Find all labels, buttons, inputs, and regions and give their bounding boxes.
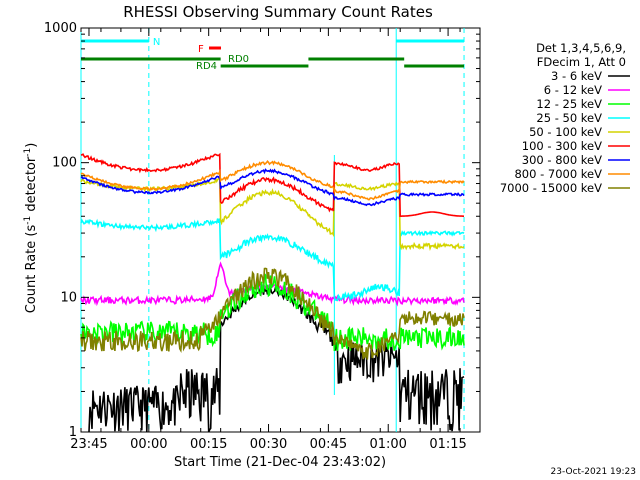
series-line xyxy=(80,267,465,360)
legend-label: 25 - 50 keV xyxy=(536,111,602,125)
series-line xyxy=(80,168,465,207)
x-axis-label: Start Time (21-Dec-04 23:43:02) xyxy=(174,455,386,470)
legend-label: 12 - 25 keV xyxy=(536,97,602,111)
x-tick-label: 00:00 xyxy=(130,437,167,452)
legend-label: 50 - 100 keV xyxy=(529,125,602,139)
y-axis-label-part: ) xyxy=(24,143,39,148)
legend-label: 100 - 300 keV xyxy=(522,139,602,153)
y-axis-label-part: detector xyxy=(24,156,39,216)
series-line xyxy=(80,176,465,251)
series-line xyxy=(80,160,465,201)
night-label: N xyxy=(153,37,160,48)
y-tick-label: 1 xyxy=(69,425,77,440)
x-tick-label: 00:15 xyxy=(190,437,227,452)
series-line xyxy=(80,152,464,217)
y-axis-label-sup: -1 xyxy=(23,216,33,225)
y-tick-label: 1000 xyxy=(44,21,77,36)
plot-frame xyxy=(80,27,481,433)
legend-label: 800 - 7000 keV xyxy=(514,167,602,181)
y-axis-label-sup: -1 xyxy=(23,148,33,157)
y-axis-label-part: Count Rate (s xyxy=(24,225,39,314)
chart-title: RHESSI Observing Summary Count Rates xyxy=(123,3,433,21)
x-tick-label: 01:00 xyxy=(369,437,406,452)
y-tick-label: 10 xyxy=(60,290,77,305)
legend-label: 6 - 12 keV xyxy=(544,83,602,97)
legend-header: FDecim 1, Att 0 xyxy=(537,55,626,69)
footer-date: 23-Oct-2021 19:23 xyxy=(551,467,636,477)
x-tick-label: 00:45 xyxy=(310,437,347,452)
legend-label: 300 - 800 keV xyxy=(522,153,602,167)
x-tick-label: 23:45 xyxy=(70,437,107,452)
legend-label: 7000 - 15000 keV xyxy=(500,181,602,195)
legend-header: Det 1,3,4,5,6,9, xyxy=(536,41,626,55)
x-tick-label: 00:30 xyxy=(250,437,287,452)
x-tick-label: 01:15 xyxy=(429,437,466,452)
legend: Det 1,3,4,5,6,9,FDecim 1, Att 03 - 6 keV… xyxy=(500,41,630,195)
y-axis-label: Count Rate (s-1 detector-1) xyxy=(23,143,39,314)
plot-area: N F RD0 RD4 23:45 00:00 00:15 00:30 00:45 01:00 01… xyxy=(44,21,481,452)
legend-label: 3 - 6 keV xyxy=(551,69,602,83)
flare-label: F xyxy=(198,44,204,55)
rd4-label: RD4 xyxy=(196,61,217,72)
rd0-label: RD0 xyxy=(228,54,249,65)
y-tick-label: 100 xyxy=(52,156,77,171)
